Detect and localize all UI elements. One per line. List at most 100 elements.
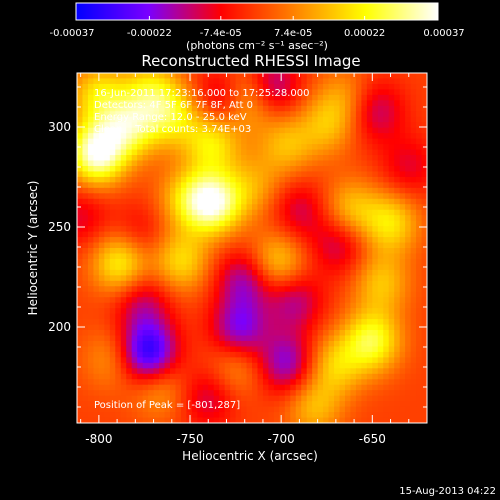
heatmap-cell [153,401,160,408]
heatmap-cell [399,286,406,293]
heatmap-cell [317,340,324,348]
heatmap-cell [224,351,231,358]
heatmap-cell [126,319,133,326]
heatmap-cell [208,100,215,107]
heatmap-cell [334,149,341,156]
heatmap-cell [306,368,313,375]
heatmap-cell [279,412,286,419]
heatmap-cell [126,330,133,337]
heatmap-cell [175,401,182,408]
heatmap-cell [355,258,362,266]
heatmap-cell [159,133,166,140]
heatmap-cell [213,226,220,233]
heatmap-cell [252,313,259,320]
heatmap-cell [361,160,368,167]
heatmap-cell [306,226,313,233]
heatmap-cell [115,280,122,287]
heatmap-cell [328,340,335,348]
heatmap-cell [246,176,253,183]
heatmap-cell [268,171,275,178]
heatmap-cell [262,171,270,178]
heatmap-cell [148,401,155,408]
heatmap-cell [137,176,144,183]
heatmap-cell [137,417,144,423]
heatmap-cell [213,73,220,80]
heatmap-cell [252,340,259,348]
heatmap-cell [104,133,111,140]
heatmap-cell [169,395,177,402]
heatmap-cell [202,144,209,151]
heatmap-cell [361,231,368,238]
heatmap-cell [252,116,259,123]
heatmap-cell [405,193,412,200]
heatmap-cell [355,264,362,271]
heatmap-cell [301,269,308,276]
heatmap-cell [279,83,286,91]
heatmap-cell [344,417,352,423]
heatmap-cell [355,351,362,358]
heatmap-cell [186,209,193,216]
heatmap-cell [142,144,149,151]
heatmap-cell [323,138,330,145]
heatmap-cell [180,111,187,118]
heatmap-cell [334,83,341,91]
heatmap-cell [317,116,324,123]
heatmap-cell [394,264,401,271]
heatmap-cell [191,351,198,358]
heatmap-cell [191,100,198,107]
heatmap-cell [405,346,412,353]
heatmap-cell [180,412,187,419]
heatmap-cell [295,324,302,331]
heatmap-cell [377,297,384,304]
heatmap-cell [197,122,204,129]
heatmap-cell [410,155,417,162]
heatmap-cell [93,406,100,413]
heatmap-cell [268,275,275,282]
heatmap-cell [399,171,406,178]
heatmap-cell [372,335,379,342]
heatmap-cell [93,280,100,287]
heatmap-cell [323,226,330,233]
heatmap-cell [284,319,291,326]
y-tick-label: 300 [48,120,71,134]
heatmap-cell [262,362,270,369]
heatmap-cell [355,73,362,80]
heatmap-cell [93,357,100,364]
heatmap-cell [219,89,226,96]
heatmap-cell [137,330,144,337]
heatmap-cell [246,351,253,358]
heatmap-cell [328,286,335,293]
heatmap-cell [230,226,237,233]
heatmap-cell [87,78,95,85]
heatmap-cell [416,286,423,293]
heatmap-cell [77,253,84,260]
heatmap-cell [416,379,423,386]
heatmap-cell [87,340,95,348]
heatmap-cell [339,346,346,353]
heatmap-cell [377,362,384,369]
heatmap-cell [104,78,111,85]
heatmap-cell [383,193,390,200]
heatmap-cell [312,111,319,118]
heatmap-cell [268,324,275,331]
heatmap-cell [273,155,280,162]
heatmap-cell [290,127,297,134]
heatmap-cell [344,116,352,123]
heatmap-cell [82,264,89,271]
heatmap-cell [350,155,357,162]
heatmap-cell [180,297,187,304]
heatmap-cell [208,330,215,337]
heatmap-cell [284,204,291,211]
heatmap-cell [410,165,417,173]
heatmap-cell [104,395,111,402]
heatmap-cell [241,94,248,101]
heatmap-cell [344,187,352,194]
heatmap-cell [344,264,352,271]
heatmap-cell [241,73,248,80]
heatmap-cell [405,176,412,183]
heatmap-cell [323,111,330,118]
heatmap-cell [284,324,291,331]
heatmap-cell [142,313,149,320]
heatmap-cell [421,286,427,293]
heatmap-cell [235,395,242,402]
